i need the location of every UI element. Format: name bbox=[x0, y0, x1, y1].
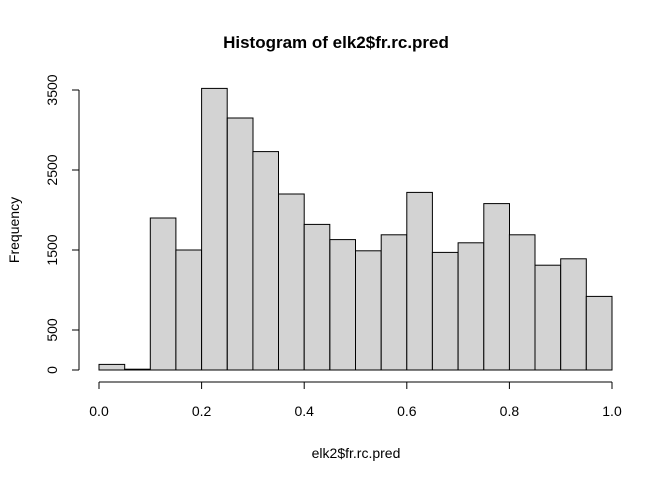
histogram-bar-3 bbox=[175, 249, 203, 371]
y-tick-label: 3500 bbox=[44, 74, 60, 105]
histogram-bar-12 bbox=[406, 191, 433, 371]
chart-title: Histogram of elk2$fr.rc.pred bbox=[223, 33, 449, 52]
histogram-bar-16 bbox=[508, 234, 536, 371]
histogram-bar-4 bbox=[201, 87, 228, 371]
y-axis-label: Frequency bbox=[6, 197, 22, 263]
histogram-bar-7 bbox=[278, 193, 305, 371]
x-tick-label: 0.2 bbox=[192, 403, 212, 419]
x-axis: 0.0 0.2 0.4 0.6 0.8 1.0 bbox=[89, 381, 622, 419]
x-tick-label: 1.0 bbox=[602, 403, 622, 419]
histogram-bar-0 bbox=[98, 363, 126, 371]
histogram-bar-13 bbox=[431, 251, 459, 371]
histogram-bar-1 bbox=[124, 368, 151, 371]
histogram-bar-9 bbox=[329, 239, 356, 371]
histogram-bar-14 bbox=[457, 242, 485, 371]
y-axis: 0 500 1500 2500 3500 bbox=[44, 74, 80, 374]
histogram-bar-17 bbox=[534, 264, 562, 371]
x-tick-label: 0.8 bbox=[500, 403, 520, 419]
histogram-bar-15 bbox=[483, 203, 510, 371]
histogram-bar-18 bbox=[560, 258, 587, 371]
x-axis-label: elk2$fr.rc.pred bbox=[312, 445, 401, 461]
y-tick-label: 0 bbox=[44, 366, 60, 374]
histogram-bar-11 bbox=[380, 234, 408, 371]
bars-group bbox=[98, 87, 613, 371]
x-tick-label: 0.4 bbox=[294, 403, 314, 419]
histogram-bar-19 bbox=[585, 295, 613, 371]
histogram-bar-2 bbox=[149, 217, 177, 371]
x-tick-label: 0.0 bbox=[89, 403, 109, 419]
histogram-bar-6 bbox=[252, 151, 279, 371]
histogram-bar-10 bbox=[355, 250, 382, 371]
y-tick-label: 2500 bbox=[44, 154, 60, 185]
y-tick-label: 500 bbox=[44, 318, 60, 342]
histogram-bar-5 bbox=[226, 117, 254, 371]
histogram-bar-8 bbox=[303, 223, 331, 371]
x-tick-label: 0.6 bbox=[397, 403, 417, 419]
y-tick-label: 1500 bbox=[44, 234, 60, 265]
